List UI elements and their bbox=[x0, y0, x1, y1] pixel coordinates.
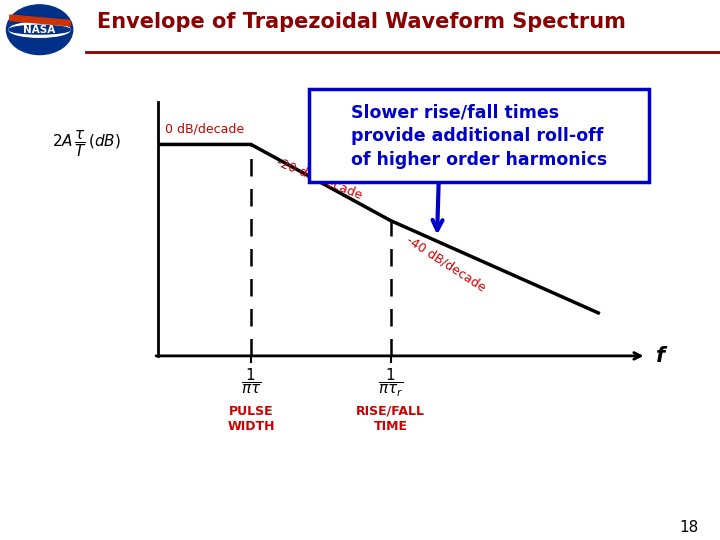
Ellipse shape bbox=[9, 22, 71, 37]
Circle shape bbox=[6, 5, 73, 55]
Text: RISE/FALL
TIME: RISE/FALL TIME bbox=[356, 404, 425, 433]
Text: $\dfrac{1}{\pi\tau_r}$: $\dfrac{1}{\pi\tau_r}$ bbox=[378, 367, 403, 399]
Text: -20 dB/decade: -20 dB/decade bbox=[274, 155, 364, 201]
Text: Slower rise/fall times
provide additional roll-off
of higher order harmonics: Slower rise/fall times provide additiona… bbox=[351, 103, 607, 168]
Text: $2A\,\dfrac{\tau}{T}\,(dB)$: $2A\,\dfrac{\tau}{T}\,(dB)$ bbox=[52, 130, 121, 159]
Ellipse shape bbox=[9, 25, 71, 34]
Text: 18: 18 bbox=[679, 519, 698, 535]
Text: $\dfrac{1}{\pi\tau}$: $\dfrac{1}{\pi\tau}$ bbox=[240, 367, 261, 396]
Text: Envelope of Trapezoidal Waveform Spectrum: Envelope of Trapezoidal Waveform Spectru… bbox=[97, 11, 626, 31]
Text: NASA: NASA bbox=[24, 25, 55, 35]
Text: f: f bbox=[656, 346, 665, 366]
Text: -40 dB/decade: -40 dB/decade bbox=[405, 233, 488, 294]
Text: PULSE
WIDTH: PULSE WIDTH bbox=[228, 404, 275, 433]
Text: 0 dB/decade: 0 dB/decade bbox=[165, 122, 244, 135]
FancyBboxPatch shape bbox=[309, 90, 649, 183]
